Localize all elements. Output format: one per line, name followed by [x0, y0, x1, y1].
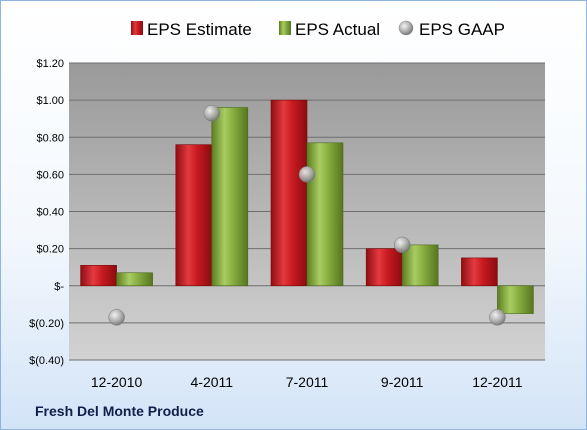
- bar-eps-actual-9-2011: [401, 244, 439, 287]
- bar-eps-estimate-7-2011: [270, 99, 308, 287]
- legend-label-eps-estimate: EPS Estimate: [147, 20, 252, 39]
- legend-marker-eps-gaap: [398, 20, 414, 36]
- y-tick-label: $0.20: [36, 244, 64, 256]
- bar-eps-actual-12-2011: [497, 285, 534, 314]
- y-tick-label: $(0.20): [29, 318, 64, 330]
- bar-eps-estimate-4-2011: [175, 144, 213, 287]
- bars: [80, 99, 534, 314]
- bar-eps-actual-4-2011: [211, 107, 249, 287]
- y-tick-label: $(0.40): [29, 355, 64, 367]
- y-tick-label: $1.20: [36, 58, 64, 70]
- x-category-label: 12-2010: [91, 374, 143, 390]
- legend: EPS Estimate EPS Actual EPS GAAP: [131, 20, 505, 39]
- x-category-label: 7-2011: [286, 374, 329, 390]
- marker-eps-gaap-9-2011: [393, 236, 411, 254]
- y-tick-label: $0.40: [36, 207, 64, 219]
- bar-eps-actual-12-2010: [116, 272, 153, 287]
- y-tick-label: $0.80: [36, 132, 64, 144]
- legend-label-eps-gaap: EPS GAAP: [419, 20, 505, 39]
- bar-eps-actual-7-2011: [306, 142, 344, 287]
- y-tick-label: $0.60: [36, 169, 64, 181]
- y-axis-ticks: $1.20 $1.00 $0.80 $0.60 $0.40 $0.20 $- $(0.20) $…: [29, 58, 64, 367]
- legend-swatch-eps-estimate: [131, 21, 143, 35]
- y-tick-label: $-: [54, 281, 64, 293]
- x-axis-labels: 12-2010 4-2011 7-2011 9-2011 12-2011: [91, 374, 523, 390]
- bar-eps-estimate-9-2011: [365, 248, 403, 287]
- x-category-label: 4-2011: [191, 374, 234, 390]
- legend-swatch-eps-actual: [279, 21, 291, 35]
- bar-eps-estimate-12-2011: [461, 257, 498, 287]
- x-category-label: 12-2011: [472, 374, 523, 390]
- company-name: Fresh Del Monte Produce: [35, 403, 204, 419]
- bar-eps-estimate-12-2010: [80, 265, 117, 287]
- marker-eps-gaap-12-2011: [489, 309, 506, 326]
- marker-eps-gaap-12-2010: [108, 309, 125, 326]
- x-category-label: 9-2011: [381, 374, 424, 390]
- gaap-markers: [108, 104, 506, 326]
- legend-label-eps-actual: EPS Actual: [295, 20, 380, 39]
- marker-eps-gaap-7-2011: [298, 166, 316, 183]
- marker-eps-gaap-4-2011: [203, 104, 221, 122]
- y-tick-label: $1.00: [36, 95, 64, 107]
